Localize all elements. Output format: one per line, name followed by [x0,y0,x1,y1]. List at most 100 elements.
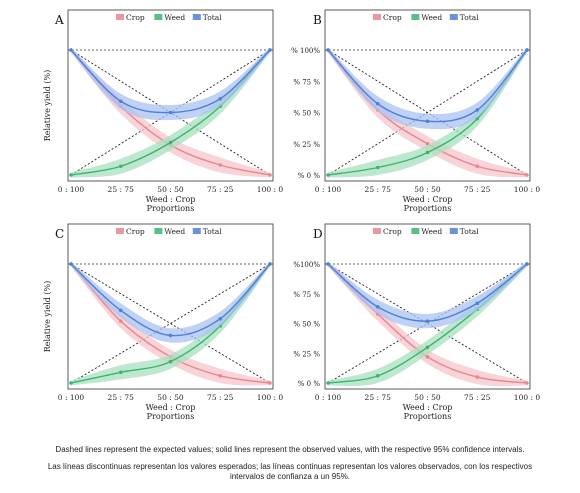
point-total [118,99,123,104]
x-tick-label: 75 : 25 [207,185,234,194]
legend-label-crop: Crop [383,13,402,22]
point-total [525,48,529,52]
point-crop [475,375,480,379]
point-total [475,108,480,112]
point-crop [218,163,223,167]
band-weed [71,261,270,386]
point-weed [168,140,173,145]
point-total [326,48,330,52]
band-crop [328,261,527,387]
point-weed [118,164,123,169]
point-total [525,262,529,266]
legend-label-crop: Crop [126,13,145,22]
point-weed [425,345,430,350]
point-total [118,308,123,313]
legend-label-weed: Weed [421,227,442,236]
band-total [328,261,527,329]
panel-b: B Crop Weed Total 0 : 100 25 : 75 50 : 50 75 : … [291,9,540,213]
point-crop [218,374,223,378]
point-weed [375,165,380,170]
x-tick-label: 25 : 75 [108,393,135,402]
y-axis-title: Relative yield (%) [43,70,52,142]
x-tick-label: 0 : 100 [58,393,85,402]
legend-swatch-weed [154,228,163,234]
x-tick-label: 100 : 0 [257,185,284,194]
caption-spanish: Las líneas discontinuas representan los … [0,462,580,482]
expected-weed-line [327,263,528,384]
point-weed [326,173,330,177]
x-tick-label: 0 : 100 [58,185,85,194]
expected-weed-line [327,49,528,176]
legend-swatch-weed [411,228,420,234]
point-total [268,48,272,52]
right-tick-label: % 75 % [293,291,320,299]
right-tick-label: % 75 % [293,78,320,86]
legend-swatch-total [449,228,458,234]
panel-c: C Crop Weed Total 0 : 100 25 : 75 50 : 50 75 : … [43,223,284,421]
legend-swatch-crop [116,228,124,234]
x-axis-title-line2: Proportions [404,412,452,421]
panel-frame [67,223,274,390]
legend-label-total: Total [203,13,222,22]
x-axis-title-line1: Weed : Crop [403,403,453,412]
panel-d: D Crop Weed Total 0 : 100 25 : 75 50 : 50 75 : … [293,223,541,421]
point-total [168,333,173,338]
x-tick-label: 100 : 0 [514,393,541,402]
right-tick-label: % 0 % [298,380,321,388]
point-total [425,319,430,323]
caption-english: Dashed lines represent the expected valu… [55,445,525,454]
x-tick-label: 50 : 50 [414,185,441,194]
x-axis-title-line1: Weed : Crop [403,195,453,204]
point-total [69,262,73,266]
x-tick-label: 50 : 50 [414,393,441,402]
point-total [375,101,380,106]
caption-spanish-line1: Las líneas discontinuas representan los … [47,462,533,471]
x-axis-title-line1: Weed : Crop [146,195,196,204]
x-tick-label: 25 : 75 [365,185,392,194]
point-total [475,301,480,306]
point-total [375,305,380,309]
x-tick-label: 25 : 75 [108,185,135,194]
x-axis-title-line2: Proportions [147,204,195,213]
y-axis-title: Relative yield (%) [43,281,52,353]
point-total [218,316,223,321]
legend-label-crop: Crop [126,227,145,236]
right-tick-label: % 0 % [298,172,321,180]
legend-label-weed: Weed [164,13,185,22]
right-tick-label: % 25 % [293,141,320,149]
panel-letter: C [55,227,64,241]
legend-label-total: Total [460,13,479,22]
point-crop [425,355,430,359]
right-tick-label: % 50 % [293,110,320,118]
point-crop [118,319,123,323]
x-tick-label: 75 : 25 [464,393,491,402]
x-tick-label: 0 : 100 [315,393,342,402]
x-axis-title-line2: Proportions [147,412,195,421]
legend-label-weed: Weed [421,13,442,22]
x-tick-label: 75 : 25 [464,185,491,194]
point-total [425,119,430,124]
panel-frame [324,9,531,182]
expected-crop-line [70,263,271,384]
point-total [168,110,173,115]
legend-swatch-total [192,14,201,20]
point-crop [525,381,529,385]
point-weed [69,381,73,385]
x-axis-title-line2: Proportions [404,204,452,213]
panel-a: A Crop Weed Total 0 : 100 25 : 75 50 : 50 75 : … [43,9,284,213]
right-tick-label: %100% [293,261,320,269]
legend-swatch-crop [373,228,381,234]
band-crop [71,47,270,178]
x-tick-label: 100 : 0 [257,393,284,402]
x-tick-label: 0 : 100 [315,185,342,194]
band-total [71,261,270,343]
point-total [69,48,73,52]
point-weed [375,374,380,378]
panel-frame [324,223,531,390]
x-tick-label: 75 : 25 [207,393,234,402]
legend-swatch-crop [116,14,124,20]
point-total [326,262,330,266]
point-crop [268,381,272,385]
point-total [218,96,223,101]
caption-spanish-line2: intervalos de confianza a un 95%. [229,472,351,481]
